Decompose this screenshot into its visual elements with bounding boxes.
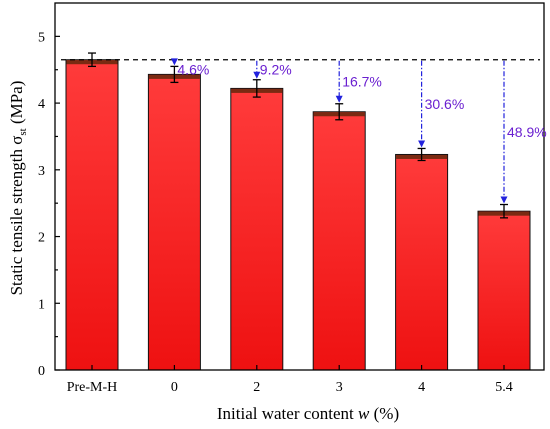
y-tick-label: 3 <box>38 164 45 179</box>
reduction-label: 16.7% <box>342 74 382 90</box>
y-tick-label: 4 <box>38 97 45 112</box>
reduction-label: 4.6% <box>177 62 209 78</box>
y-tick-label: 1 <box>38 297 45 312</box>
reduction-label: 30.6% <box>425 96 465 112</box>
bar <box>477 210 531 371</box>
y-axis-title: Static tensile strength σst (MPa) <box>7 81 29 296</box>
annotations-layer: 4.6% 9.2% 16.7% 30.6% 48.9% <box>61 58 547 204</box>
axes-layer: 0 1 2 3 4 5 Pre-M-H 0 2 3 4 5.4 <box>38 2 545 395</box>
arrow-head <box>335 95 343 103</box>
x-tick-label: 0 <box>171 380 178 395</box>
bar <box>147 73 201 371</box>
x-tick-label: Pre-M-H <box>67 380 118 395</box>
plot-frame <box>54 2 545 371</box>
y-tick-label: 5 <box>38 30 45 45</box>
bar <box>230 87 284 371</box>
x-tick-label: 5.4 <box>495 380 513 395</box>
bar <box>395 153 449 371</box>
bar <box>312 111 366 371</box>
bars-layer <box>65 52 531 371</box>
y-tick-label: 0 <box>38 364 45 379</box>
arrow-head <box>170 58 178 66</box>
reduction-label: 48.9% <box>507 124 547 140</box>
y-tick-label: 2 <box>38 231 45 246</box>
reduction-label: 9.2% <box>260 62 292 78</box>
x-tick-label: 3 <box>336 380 343 395</box>
x-axis-title: Initial water content w (%) <box>217 404 399 423</box>
x-tick-label: 4 <box>418 380 425 395</box>
arrow-head <box>500 196 508 204</box>
x-tick-label: 2 <box>253 380 260 395</box>
arrow-head <box>418 140 426 148</box>
arrow-head <box>253 71 261 79</box>
bar <box>65 59 119 371</box>
